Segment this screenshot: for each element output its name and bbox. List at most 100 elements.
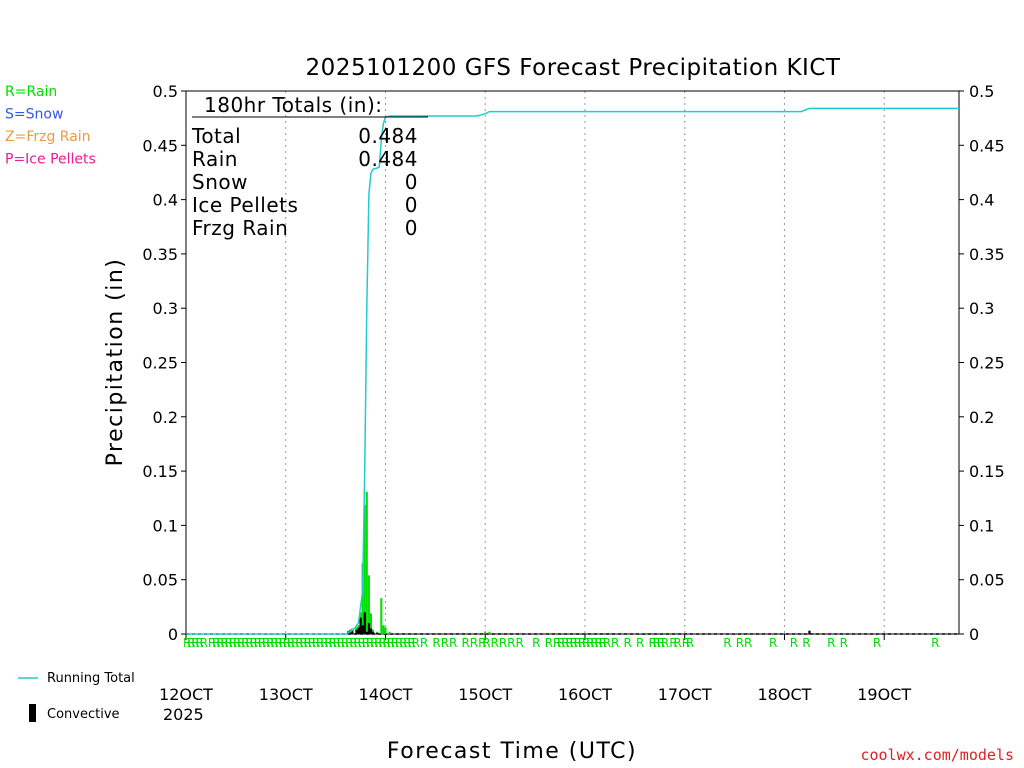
convective-bar-2	[351, 629, 354, 634]
precip-type-marker-79: R	[594, 636, 602, 650]
y-axis-label: Precipitation (in)	[103, 258, 128, 467]
y-axis-ticks: 0 00.05 0.050.1 0.10.15 0.150.2 0.20.25 0.250.…	[142, 82, 1004, 644]
series-legend: Running Total Convective	[18, 671, 135, 722]
precip-type-marker-42: R	[362, 636, 370, 650]
precip-type-marker-18: R	[262, 636, 270, 650]
precip-type-marker-88: R	[661, 636, 669, 650]
totals-row-label-0: Total	[191, 124, 241, 148]
y-tick-label-right-1: 0.05	[969, 571, 1005, 590]
totals-row-label-1: Rain	[192, 147, 238, 171]
precip-bar-6	[361, 563, 364, 634]
site-credit: coolwx.com/models	[860, 746, 1014, 764]
x-tick-label-0: 12OCT	[159, 685, 213, 704]
totals-header: 180hr Totals (in):	[204, 93, 383, 117]
precip-type-marker-98: R	[802, 636, 810, 650]
y-tick-label-left-6: 0.3	[153, 299, 178, 318]
precip-type-marker-91: R	[682, 636, 690, 650]
convective-bar-12	[376, 632, 379, 634]
totals-row-value-3: 0	[405, 193, 418, 217]
convective-bar-6	[361, 625, 364, 634]
totals-row-label-2: Snow	[192, 170, 248, 194]
precip-type-marker-1: R	[187, 636, 195, 650]
precip-type-marker-96: R	[769, 636, 777, 650]
precip-bar-18	[488, 631, 491, 634]
precip-type-marker-13: R	[241, 636, 249, 650]
precip-type-marker-78: R	[590, 636, 598, 650]
precip-type-marker-46: R	[378, 636, 386, 650]
precip-type-marker-38: R	[345, 636, 353, 650]
precip-type-marker-3: R	[195, 636, 203, 650]
y-tick-label-right-5: 0.25	[969, 354, 1005, 373]
chart-grid	[285, 91, 885, 634]
precip-type-marker-90: R	[673, 636, 681, 650]
precip-type-marker-62: R	[482, 636, 490, 650]
precip-type-marker-39: R	[349, 636, 357, 650]
precip-type-marker-68: R	[545, 636, 553, 650]
precip-type-marker-93: R	[723, 636, 731, 650]
precip-type-marker-65: R	[507, 636, 515, 650]
precip-type-marker-0: R	[183, 636, 191, 650]
x-tick-label-4: 16OCT	[558, 685, 612, 704]
y-tick-label-left-5: 0.25	[142, 354, 178, 373]
y-tick-label-right-8: 0.4	[969, 191, 994, 210]
precip-type-marker-17: R	[258, 636, 266, 650]
precip-type-marker-59: R	[461, 636, 469, 650]
precip-type-marker-28: R	[304, 636, 312, 650]
precip-type-marker-94: R	[736, 636, 744, 650]
y-tick-label-right-3: 0.15	[969, 462, 1005, 481]
totals-box: 180hr Totals (in): Total 0.484 Rain 0.484 Sn…	[191, 93, 428, 240]
precip-type-marker-75: R	[578, 636, 586, 650]
convective-bar-9	[367, 623, 371, 634]
precip-type-marker-5: R	[208, 636, 216, 650]
convective-bar-4	[357, 627, 360, 634]
precip-type-marker-40: R	[353, 636, 361, 650]
type-legend-item-0: R=Rain	[5, 84, 57, 100]
precip-type-marker-2: R	[191, 636, 199, 650]
precip-type-marker-36: R	[337, 636, 345, 650]
precip-type-marker-12: R	[237, 636, 245, 650]
y-tick-label-right-0: 0	[969, 625, 979, 644]
precip-type-marker-67: R	[532, 636, 540, 650]
year-label: 2025	[163, 705, 204, 724]
precip-type-marker-32: R	[320, 636, 328, 650]
x-tick-label-6: 18OCT	[757, 685, 811, 704]
precip-bar-17	[484, 631, 487, 634]
precip-type-marker-61: R	[478, 636, 486, 650]
convective-legend-swatch	[29, 704, 36, 722]
precip-bar-16	[388, 631, 391, 634]
type-legend-item-1: S=Snow	[5, 107, 63, 123]
convective-bar-11	[372, 631, 375, 634]
convective-bar-20	[808, 630, 811, 634]
x-tick-label-7: 19OCT	[857, 685, 911, 704]
x-axis-label: Forecast Time (UTC)	[387, 739, 637, 764]
precip-type-marker-23: R	[283, 636, 291, 650]
precip-type-marker-55: R	[420, 636, 428, 650]
precip-type-marker-45: R	[374, 636, 382, 650]
precip-type-marker-15: R	[249, 636, 257, 650]
type-legend-item-2: Z=Frzg Rain	[5, 129, 91, 145]
precip-type-marker-31: R	[316, 636, 324, 650]
y-tick-label-left-9: 0.45	[142, 136, 178, 155]
precip-type-marker-41: R	[358, 636, 366, 650]
precip-type-marker-73: R	[570, 636, 578, 650]
totals-row-label-3: Ice Pellets	[192, 193, 298, 217]
convective-bar-3	[355, 629, 358, 634]
precip-bar-14	[382, 625, 385, 634]
precip-type-marker-47: R	[382, 636, 390, 650]
x-axis-ticks: 12OCT 13OCT 14OCT 15OCT 16OCT 17OCT 18OCT 19OCT	[159, 634, 911, 704]
precip-type-marker-86: R	[653, 636, 661, 650]
precip-type-marker-85: R	[648, 636, 656, 650]
precip-bar-8	[365, 491, 368, 634]
precip-type-marker-100: R	[840, 636, 848, 650]
y-tick-label-left-1: 0.05	[142, 571, 178, 590]
precip-type-marker-69: R	[553, 636, 561, 650]
precip-bar-7	[363, 504, 366, 634]
precip-type-marker-51: R	[399, 636, 407, 650]
y-tick-label-right-2: 0.1	[969, 516, 994, 535]
precip-bar-13	[380, 598, 383, 634]
totals-row-value-2: 0	[405, 170, 418, 194]
precip-type-marker-43: R	[366, 636, 374, 650]
y-tick-label-right-9: 0.45	[969, 136, 1005, 155]
y-tick-label-right-10: 0.5	[969, 82, 994, 101]
